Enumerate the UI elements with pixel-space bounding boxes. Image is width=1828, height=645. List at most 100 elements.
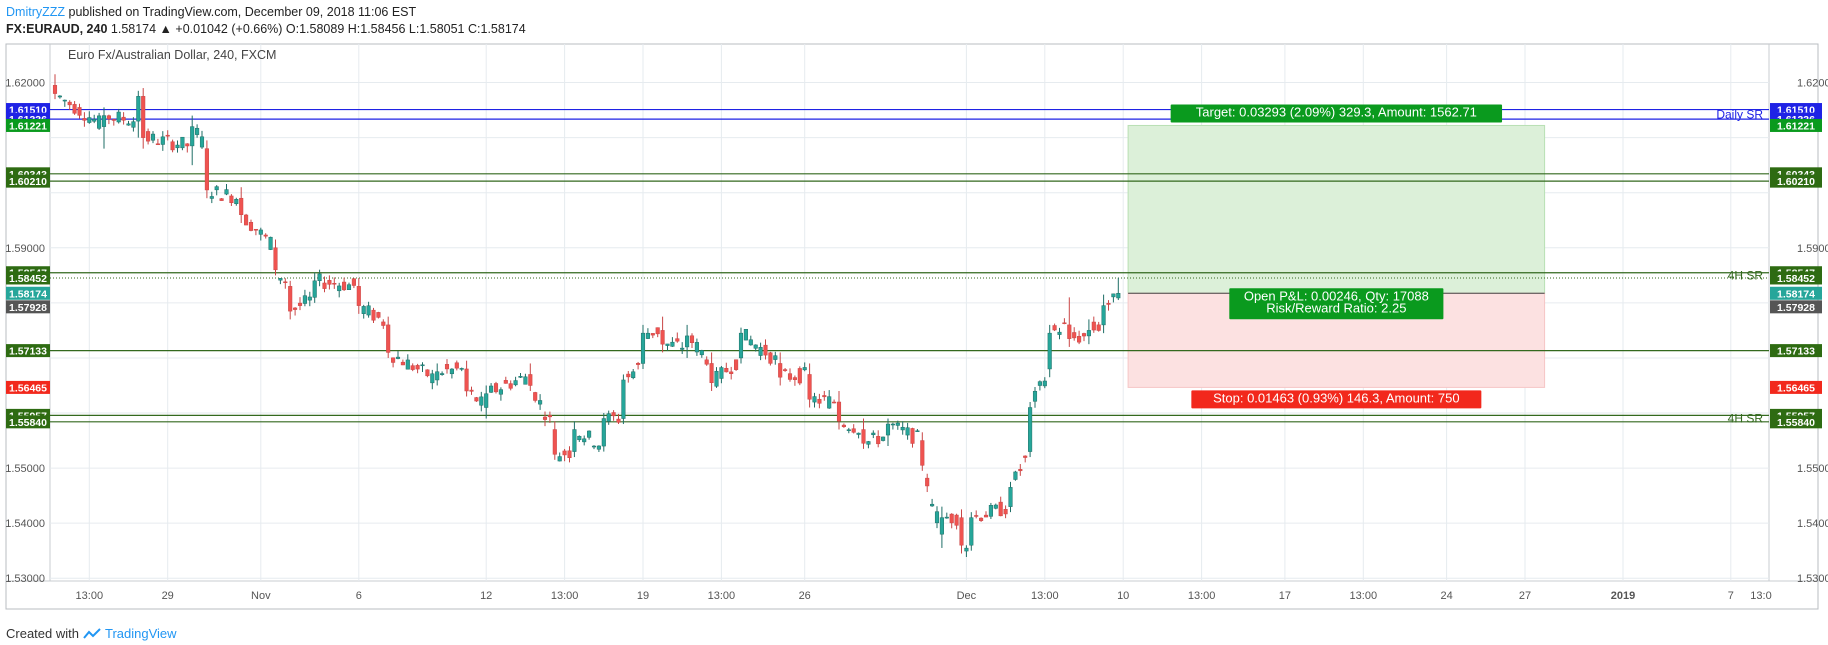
candle-body	[832, 401, 837, 404]
candle-body	[582, 438, 587, 443]
candle-body	[489, 385, 494, 393]
candle-body	[734, 359, 739, 370]
candle-body	[934, 511, 940, 524]
candle-body	[400, 361, 405, 366]
candle-body	[998, 501, 1003, 517]
candle-body	[856, 432, 861, 435]
candle-body	[660, 330, 665, 345]
tradingview-logo-icon	[83, 627, 101, 639]
candle-body	[939, 517, 944, 535]
candle-body	[905, 427, 910, 436]
right-level-text: 1.57133	[1777, 346, 1815, 358]
right-level-label	[1770, 415, 1822, 429]
zone-label: Daily SR	[1716, 107, 1763, 121]
ohlc-readout: 1.58174 ▲ +0.01042 (+0.66%) O:1.58089 H:…	[107, 22, 526, 36]
candle-body	[229, 195, 234, 204]
candle-body	[949, 513, 954, 524]
pnl-label-text: Open P&L: 0.00246, Qty: 17088	[1244, 288, 1429, 303]
candle-body	[557, 456, 562, 462]
time-tick-label: 17	[1279, 590, 1291, 602]
candle-body	[307, 296, 312, 301]
time-tick-label: 19	[637, 590, 649, 602]
candle-body	[969, 517, 974, 546]
candle-body	[729, 371, 734, 374]
candle-body	[675, 338, 680, 342]
candle-body	[449, 368, 454, 375]
candle-body	[234, 199, 239, 205]
target-label-box	[1170, 104, 1503, 123]
candle-body	[665, 343, 670, 346]
right-level-label	[1770, 344, 1822, 358]
candle-body	[62, 99, 67, 102]
candle-body	[503, 380, 508, 384]
stop-label-box	[1191, 390, 1482, 409]
candle-body	[283, 281, 288, 284]
candle-body	[983, 514, 989, 518]
candle-body	[650, 333, 655, 336]
candle-body	[111, 119, 116, 121]
candle-body	[1101, 305, 1106, 326]
candle-body	[484, 393, 489, 408]
candle-body	[297, 302, 303, 306]
candle-body	[155, 143, 160, 145]
candle-body	[351, 278, 356, 286]
author-link[interactable]: DmitryZZZ	[6, 5, 66, 19]
candle-body	[371, 309, 376, 321]
candle-body	[1023, 455, 1028, 458]
candle-body	[52, 85, 58, 94]
candle-body	[415, 365, 420, 370]
time-tick-label: 2019	[1611, 590, 1635, 602]
candle-body	[141, 96, 146, 138]
candle-body	[72, 104, 77, 114]
candle-body	[312, 280, 317, 298]
left-level-text: 1.61221	[9, 120, 47, 132]
time-tick-label: Dec	[957, 590, 977, 602]
candle-body	[988, 505, 993, 517]
candle-body	[787, 373, 793, 380]
candle-body	[567, 450, 572, 459]
candle-body	[337, 285, 342, 292]
time-tick-label: 29	[162, 590, 174, 602]
candle-body	[258, 229, 263, 235]
candle-body	[219, 198, 224, 201]
candle-body	[204, 148, 209, 191]
candle-body	[190, 126, 195, 147]
candle-body	[288, 286, 293, 312]
right-level-text: 1.55840	[1777, 417, 1815, 429]
left-level-text: 1.55840	[9, 417, 47, 429]
candle-body	[1062, 322, 1067, 325]
candle-body	[1032, 390, 1038, 402]
chart-title: Euro Fx/Australian Dollar, 240, FXCM	[68, 48, 276, 62]
price-tick-label: 1.53000	[5, 573, 45, 585]
chart-frame	[5, 43, 1819, 610]
candle-body	[165, 134, 170, 137]
candle-body	[116, 111, 121, 123]
candle-body	[1028, 407, 1033, 452]
candle-body	[925, 477, 930, 487]
price-tick-label: 1.54000	[5, 518, 45, 530]
price-tick-label: 1.55000	[5, 463, 45, 475]
right-level-label	[1770, 271, 1822, 285]
left-level-text: 1.57928	[9, 302, 47, 314]
candle-body	[538, 400, 543, 405]
candle-body	[253, 228, 258, 231]
candle-body	[836, 401, 842, 422]
candle-body	[606, 413, 611, 422]
tradingview-brand[interactable]: TradingView	[104, 626, 177, 641]
target-label-text: Target: 0.03293 (2.09%) 329.3, Amount: 1…	[1196, 104, 1477, 119]
left-level-label	[6, 271, 50, 285]
candle-body	[160, 136, 165, 145]
candle-body	[1018, 469, 1023, 472]
candle-body	[577, 435, 582, 441]
candle-body	[405, 359, 410, 370]
candle-body	[920, 440, 925, 466]
candle-body	[1042, 380, 1047, 387]
candle-body	[493, 383, 499, 393]
candle-body	[342, 281, 347, 291]
target-zone	[1127, 124, 1546, 294]
candle-body	[474, 397, 479, 402]
time-tick-label: 13:00	[551, 590, 579, 602]
candle-body	[861, 429, 866, 444]
price-tick-label: 1.59000	[5, 243, 45, 255]
